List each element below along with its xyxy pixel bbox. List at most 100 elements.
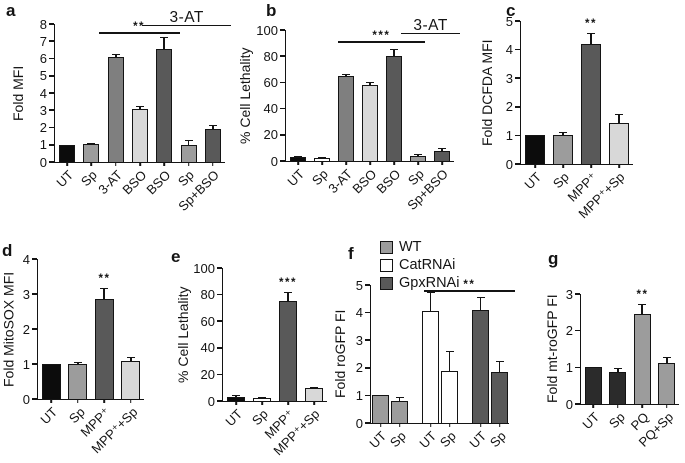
- y-tick-label: 100: [256, 22, 278, 38]
- bar: [410, 155, 426, 161]
- y-tick-label: 3: [505, 70, 513, 86]
- legend-label: CatRNAi: [399, 257, 456, 273]
- error-bar: [587, 33, 595, 44]
- bar: [434, 150, 450, 161]
- x-category-label: BSO: [348, 166, 379, 197]
- x-tick-mark: [187, 162, 190, 166]
- bar-slot: [471, 285, 490, 427]
- bar-slot: [549, 21, 577, 168]
- x-tick-mark: [498, 423, 501, 427]
- error-bar: [559, 131, 567, 136]
- y-tick-mark: [49, 92, 54, 94]
- y-tick-mark: [32, 293, 37, 295]
- error-bar: [73, 361, 82, 364]
- error-bar-stem: [287, 292, 289, 302]
- x-tick-mark: [90, 162, 93, 166]
- bar-slot: [118, 259, 145, 403]
- y-tick-label: 40: [263, 101, 278, 117]
- y-tick-mark: [365, 284, 370, 286]
- error-bar: [662, 357, 671, 363]
- y-tick-mark: [49, 109, 54, 112]
- bar-slot: [421, 285, 440, 427]
- y-tick-mark: [365, 422, 370, 424]
- error-bar: [638, 303, 647, 315]
- x-category-label: UT: [222, 406, 245, 430]
- bar: [94, 299, 114, 399]
- bar-slot: [490, 285, 509, 427]
- y-tick-mark: [217, 267, 222, 269]
- y-tick-label: 4: [355, 305, 363, 321]
- panel-letter-e: e: [171, 247, 181, 266]
- legend-item: CatRNAi: [380, 258, 518, 273]
- legend-item: GpxRNAi: [380, 276, 518, 291]
- y-axis: 0 1 2 3: [560, 287, 580, 412]
- bar-slot: [358, 30, 382, 165]
- bar: [68, 364, 88, 399]
- bar: [422, 311, 439, 423]
- bar-slot: [430, 30, 454, 165]
- x-tick-mark: [448, 423, 451, 427]
- panel-e: e % Cell Lethality 0 20 40 60 80 100 *** UT Sp MPP…: [165, 232, 332, 463]
- y-tick-mark: [365, 339, 370, 341]
- x-tick-mark: [534, 164, 536, 168]
- bar-chart-g: Fold mt-roGFP FI 0 1 2 3 ** UT Sp PQ PQ+Sp: [544, 287, 685, 463]
- error-bar-stem: [313, 387, 315, 389]
- x-category-label: Sp: [486, 428, 509, 451]
- bar: [314, 157, 330, 161]
- bar: [204, 129, 221, 162]
- error-bar-stem: [163, 37, 166, 50]
- bar: [180, 144, 197, 162]
- x-tick-mark: [618, 164, 620, 168]
- x-category-label: 3-AT: [325, 166, 355, 197]
- error-bar: [208, 124, 217, 130]
- y-axis: 0 20 40 60 80 100: [192, 261, 222, 409]
- y-tick-label: 7: [39, 33, 47, 49]
- y-tick-mark: [49, 143, 54, 146]
- bar: [304, 388, 324, 401]
- bar-chart-f: Fold roGFP FI 0 1 2 3 4 5 ** UT Sp UT Sp UT Sp: [332, 278, 518, 463]
- bar-slot: [334, 30, 358, 165]
- x-tick-mark: [429, 423, 432, 427]
- x-tick-mark: [129, 399, 132, 403]
- y-tick-label: 1: [39, 137, 47, 153]
- y-tick-label: 2: [39, 120, 47, 135]
- y-tick-label: 60: [200, 313, 215, 329]
- y-tick-mark: [49, 161, 54, 163]
- error-bar: [395, 397, 404, 401]
- y-tick-mark: [365, 394, 370, 397]
- x-tick-mark: [103, 399, 106, 403]
- legend-label: GpxRNAi: [399, 275, 460, 291]
- error-bar: [232, 395, 240, 398]
- error-bar: [366, 82, 374, 86]
- x-axis-labels: UT Sp UT Sp UT Sp: [367, 424, 509, 463]
- y-tick-label: 80: [200, 287, 215, 303]
- panel-c: c Fold DCFDA MFI 0 1 2 3 4 5 ** UT Sp MPP⁺ MPP⁺+Sp: [460, 0, 685, 232]
- bar-slot: [581, 294, 606, 408]
- y-tick-label: 3: [355, 332, 363, 348]
- panel-letter-f: f: [348, 244, 354, 263]
- y-tick-mark: [280, 160, 285, 162]
- y-tick-label: 1: [355, 387, 363, 403]
- y-tick-label: 0: [207, 393, 215, 409]
- bar: [581, 43, 601, 164]
- y-tick-mark: [280, 55, 285, 57]
- bar-slot: [371, 285, 390, 427]
- y-tick-mark: [515, 48, 520, 51]
- error-bar-stem: [212, 125, 214, 130]
- y-tick-mark: [365, 311, 370, 314]
- bar: [362, 85, 378, 161]
- bar: [107, 56, 124, 162]
- bar-slot: [176, 24, 200, 166]
- bar: [386, 55, 402, 161]
- y-axis-title: Fold DCFDA MFI: [479, 39, 495, 146]
- y-tick-mark: [365, 367, 370, 369]
- error-bar-stem: [479, 298, 482, 310]
- error-bar-stem: [429, 293, 432, 312]
- y-tick-label: 5: [355, 277, 363, 293]
- y-tick-label: 5: [505, 13, 513, 29]
- error-bar: [87, 142, 96, 144]
- x-tick-mark: [345, 161, 347, 165]
- x-category-label: Sp: [436, 428, 459, 451]
- x-axis-labels: UT Sp MPP⁺ MPP⁺+Sp: [37, 400, 143, 462]
